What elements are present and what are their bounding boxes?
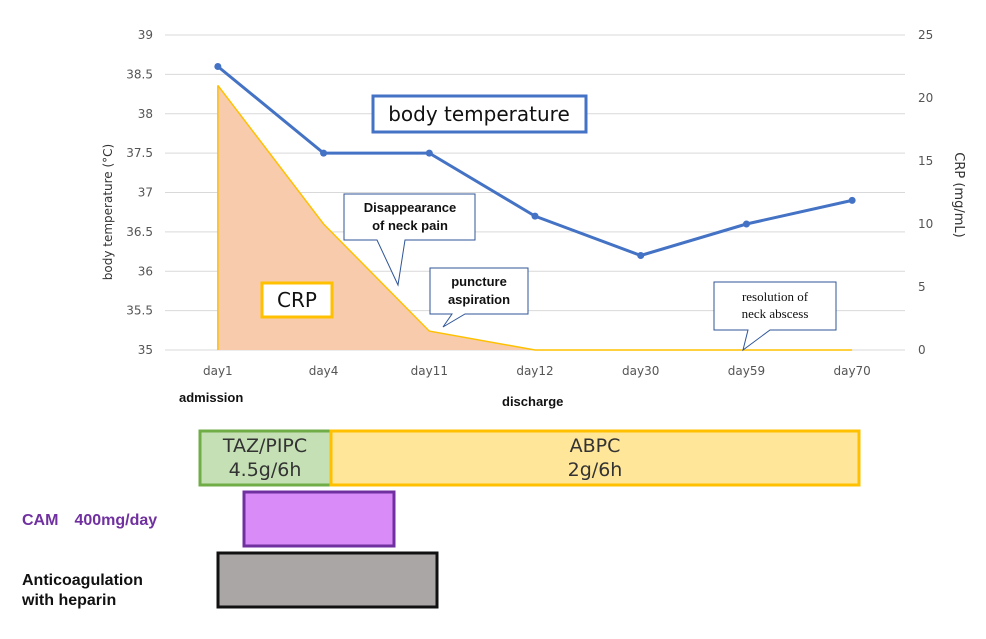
left-axis-label: body temperature (°C) [101,144,115,280]
x-axis-ticks: day1 day4 day11 day12 day30 day59 day70 [203,364,871,378]
left-tick-label-2: 36 [138,264,153,278]
callout-puncture-line1: puncture [451,274,507,289]
temperature-label-box [371,94,588,134]
right-axis-label: CRP (mg/mL) [951,152,966,237]
crp-line [217,84,853,351]
treatment-heparin: Anticoagulation with heparin [21,551,439,609]
x-tick-label-day12: day12 [516,364,553,378]
x-tick-label-day59: day59 [728,364,765,378]
right-tick-label-3: 15 [918,154,933,168]
cam-label: CAM 400mg/day [22,512,157,529]
crp-series-label: CRP [277,288,317,312]
right-tick-label-5: 25 [918,28,933,42]
left-tick-label-1: 35.5 [126,304,153,318]
temperature-line-layer [214,63,856,259]
right-tick-label-1: 5 [918,280,926,294]
temperature-point-day59 [742,220,750,228]
discharge-label: discharge [502,394,563,409]
x-tick-label-day1: day1 [203,364,233,378]
heparin-bar [216,551,439,609]
left-tick-label-7: 38.5 [126,67,153,81]
left-tick-label-3: 36.5 [126,225,153,239]
right-axis-ticks: 0 5 10 15 20 25 [918,28,933,357]
callout-neck-pain-line1: Disappearance [364,200,457,215]
x-tick-label-day70: day70 [833,364,870,378]
treatment-taz-pipc: TAZ/PIPC 4.5g/6h [198,429,333,487]
admission-label: admission [179,390,243,405]
left-tick-label-0: 35 [138,343,153,357]
right-tick-label-0: 0 [918,343,926,357]
temperature-point-day12 [531,212,539,220]
taz-pipc-dose: 4.5g/6h [229,459,302,481]
left-axis-ticks: 35 35.5 36 36.5 37 37.5 38 38.5 39 [126,28,153,357]
temperature-point-day1 [214,63,222,70]
x-tick-label-day4: day4 [309,364,339,378]
abpc-name: ABPC [570,435,621,457]
left-tick-label-4: 37 [138,186,153,200]
taz-pipc-name: TAZ/PIPC [222,435,307,457]
temperature-point-day30 [637,252,645,259]
left-tick-label-5: 37.5 [126,146,153,160]
temperature-point-day4 [320,149,328,157]
temperature-point-day11 [425,149,433,157]
treatment-cam: CAM 400mg/day [22,490,396,548]
left-tick-label-6: 38 [138,107,153,121]
crp-area [217,85,853,351]
callout-neck-pain-bubble [343,193,476,287]
crp-label-box [260,281,334,319]
right-tick-label-4: 20 [918,91,933,105]
right-tick-label-2: 10 [918,217,933,231]
left-tick-label-8: 39 [138,28,153,42]
treatment-abpc: ABPC 2g/6h [329,429,861,487]
heparin-label-line1: Anticoagulation [22,572,143,589]
callout-neck-pain-line2: of neck pain [372,218,448,233]
temperature-point-day70 [848,196,856,204]
x-tick-label-day30: day30 [622,364,659,378]
callout-resolution-line1: resolution of [742,289,809,304]
callout-resolution-line2: neck abscess [742,306,809,321]
callout-resolution-bubble [713,281,837,352]
callout-puncture-line2: aspiration [448,292,510,307]
abpc-bar [329,429,861,487]
callout-puncture-bubble [429,267,529,328]
temperature-series-label: body temperature [388,102,570,126]
x-tick-label-day11: day11 [411,364,448,378]
abpc-dose: 2g/6h [568,459,623,481]
crp-area-layer [217,84,853,351]
heparin-label-line2: with heparin [21,592,116,609]
cam-bar [242,490,396,548]
